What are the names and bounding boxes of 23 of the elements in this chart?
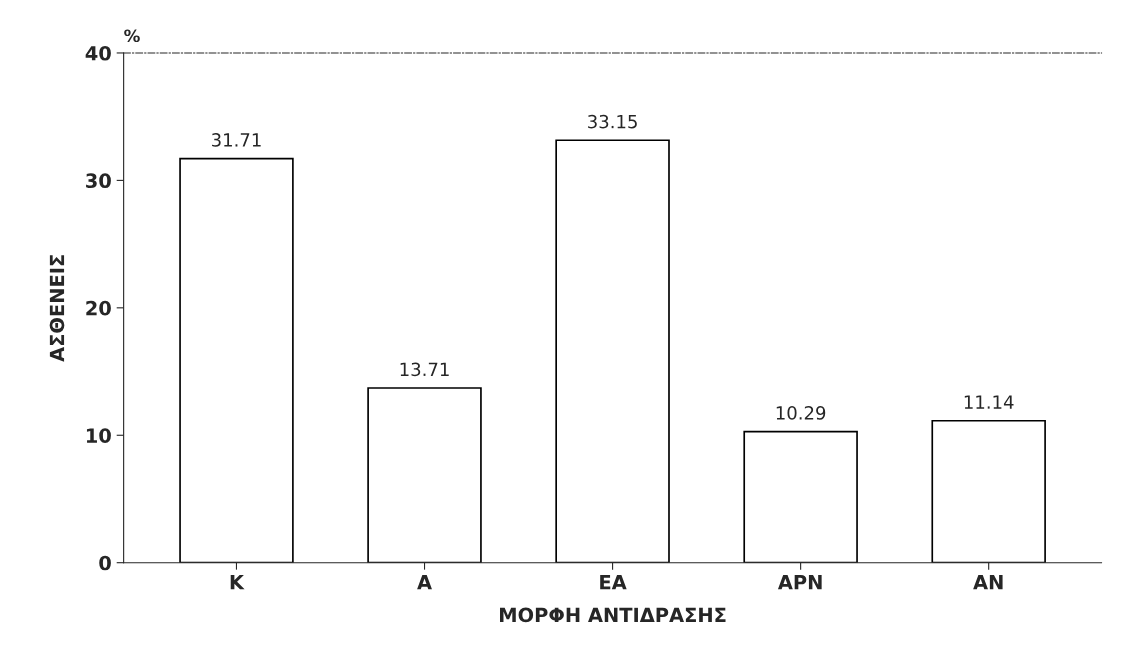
x-tick-label: ΑΡΝ bbox=[777, 575, 822, 590]
y-axis-title: ΑΣΘΕΝΕΙΣ bbox=[49, 255, 65, 362]
data-label: 10.29 bbox=[776, 406, 826, 420]
x-tick-label: Κ bbox=[230, 575, 245, 590]
y-tick-label: 10 bbox=[86, 428, 111, 443]
bar bbox=[555, 139, 670, 563]
data-label: 33.15 bbox=[588, 114, 637, 129]
bar bbox=[179, 157, 294, 563]
data-label: 11.14 bbox=[964, 395, 1014, 409]
bar bbox=[931, 419, 1046, 563]
x-tick-label: ΕΑ bbox=[600, 575, 627, 590]
data-label: 13.71 bbox=[400, 362, 449, 377]
text: % bbox=[124, 29, 140, 43]
y-tick-label: 0 bbox=[99, 555, 111, 571]
x-tick-label: Α bbox=[417, 575, 432, 590]
data-label: 31.71 bbox=[212, 133, 261, 147]
y-tick-label: 40 bbox=[85, 45, 111, 61]
x-tick-label: ΑΝ bbox=[973, 575, 1003, 590]
y-tick-label: 30 bbox=[86, 173, 111, 189]
bar bbox=[743, 430, 858, 563]
y-tick-label: 20 bbox=[86, 300, 111, 316]
bar bbox=[367, 387, 482, 563]
x-axis-title: ΜΟΡΦΗ ΑΝΤΙΔΡΑΣΗΣ bbox=[500, 607, 726, 623]
